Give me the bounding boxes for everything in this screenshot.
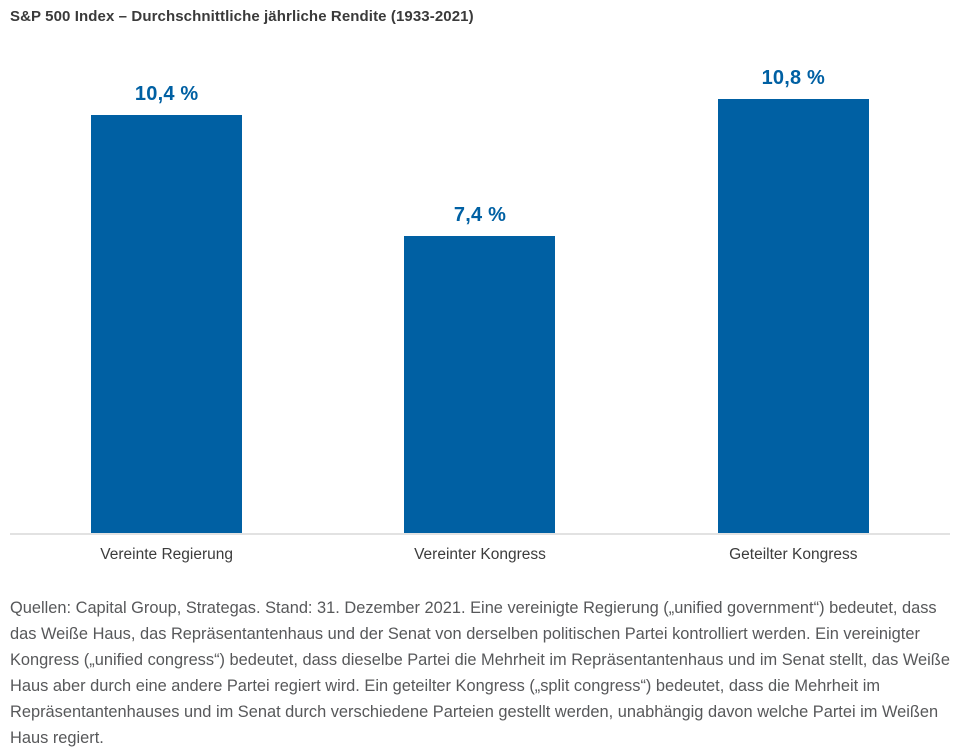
- x-axis-category-labels: Vereinte Regierung Vereinter Kongress Ge…: [10, 546, 950, 564]
- bar-chart-plot-area: 10,4 % 7,4 % 10,8 %: [10, 59, 950, 535]
- x-axis-label-geteilter-kongress: Geteilter Kongress: [729, 546, 858, 563]
- chart-title: S&P 500 Index – Durchschnittliche jährli…: [10, 8, 474, 25]
- source-footnote: Quellen: Capital Group, Strategas. Stand…: [10, 599, 950, 747]
- bar-vereinte-regierung: [91, 115, 243, 533]
- bar-group-vereinter-kongress: 7,4 %: [323, 59, 636, 533]
- bar-value-label: 10,4 %: [134, 83, 199, 105]
- bar-value-label: 10,8 %: [761, 67, 826, 89]
- bar-group-vereinte-regierung: 10,4 %: [10, 59, 323, 533]
- bar-group-geteilter-kongress: 10,8 %: [637, 59, 950, 533]
- bar-value-label: 7,4 %: [453, 204, 507, 226]
- x-axis-label-vereinter-kongress: Vereinter Kongress: [414, 546, 546, 563]
- bar-geteilter-kongress: [717, 99, 869, 533]
- x-axis-label-vereinte-regierung: Vereinte Regierung: [100, 546, 234, 563]
- bar-vereinter-kongress: [404, 236, 556, 533]
